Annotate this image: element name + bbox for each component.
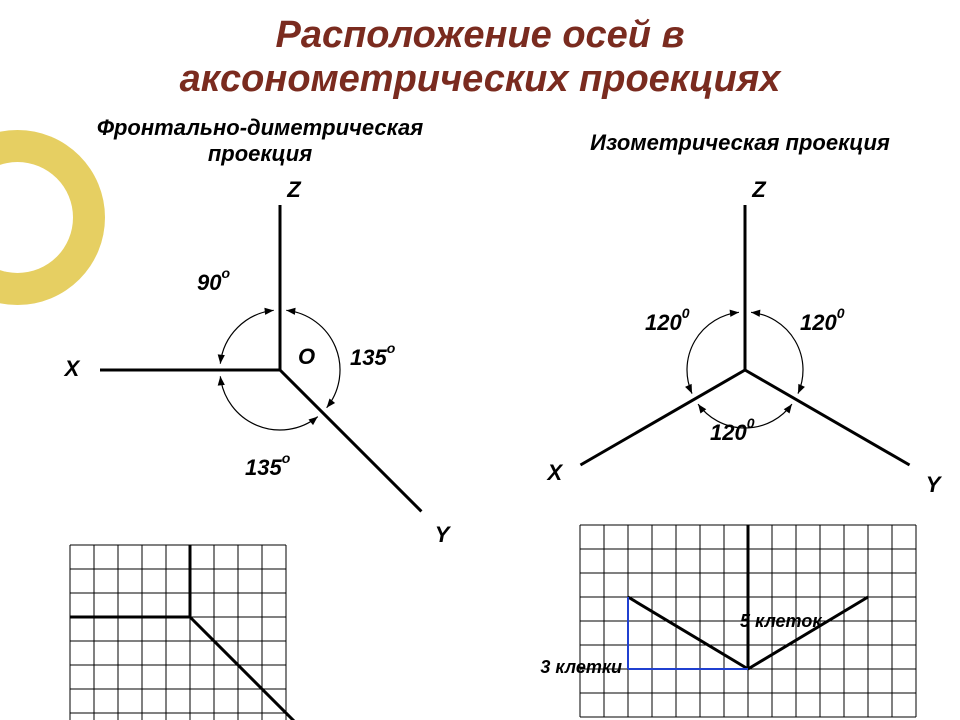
svg-text:Z: Z [751, 177, 767, 202]
svg-text:Y: Y [926, 472, 943, 497]
svg-text:X: X [546, 460, 564, 485]
grid [70, 545, 310, 720]
diagram-canvas: Z X Y O 90о 135о 135о Z X Y 1200 1200 1200 5 клеток 3 … [0, 0, 960, 720]
svg-text:O: O [298, 344, 315, 369]
svg-text:3 клетки: 3 клетки [540, 657, 622, 677]
svg-text:135о: 135о [350, 340, 396, 370]
svg-text:1200: 1200 [645, 305, 690, 335]
left-axes: Z X Y O 90о 135о 135о [63, 177, 452, 547]
svg-text:X: X [63, 356, 81, 381]
right-axes: Z X Y 1200 1200 1200 [546, 177, 943, 497]
svg-text:5 клеток: 5 клеток [740, 611, 822, 631]
svg-text:90о: 90о [197, 265, 230, 295]
grid: 5 клеток 3 клетки [540, 525, 916, 720]
svg-text:135о: 135о [245, 450, 291, 480]
svg-text:1200: 1200 [800, 305, 845, 335]
svg-text:1200: 1200 [710, 415, 755, 445]
svg-text:Y: Y [435, 522, 452, 547]
svg-text:Z: Z [286, 177, 302, 202]
